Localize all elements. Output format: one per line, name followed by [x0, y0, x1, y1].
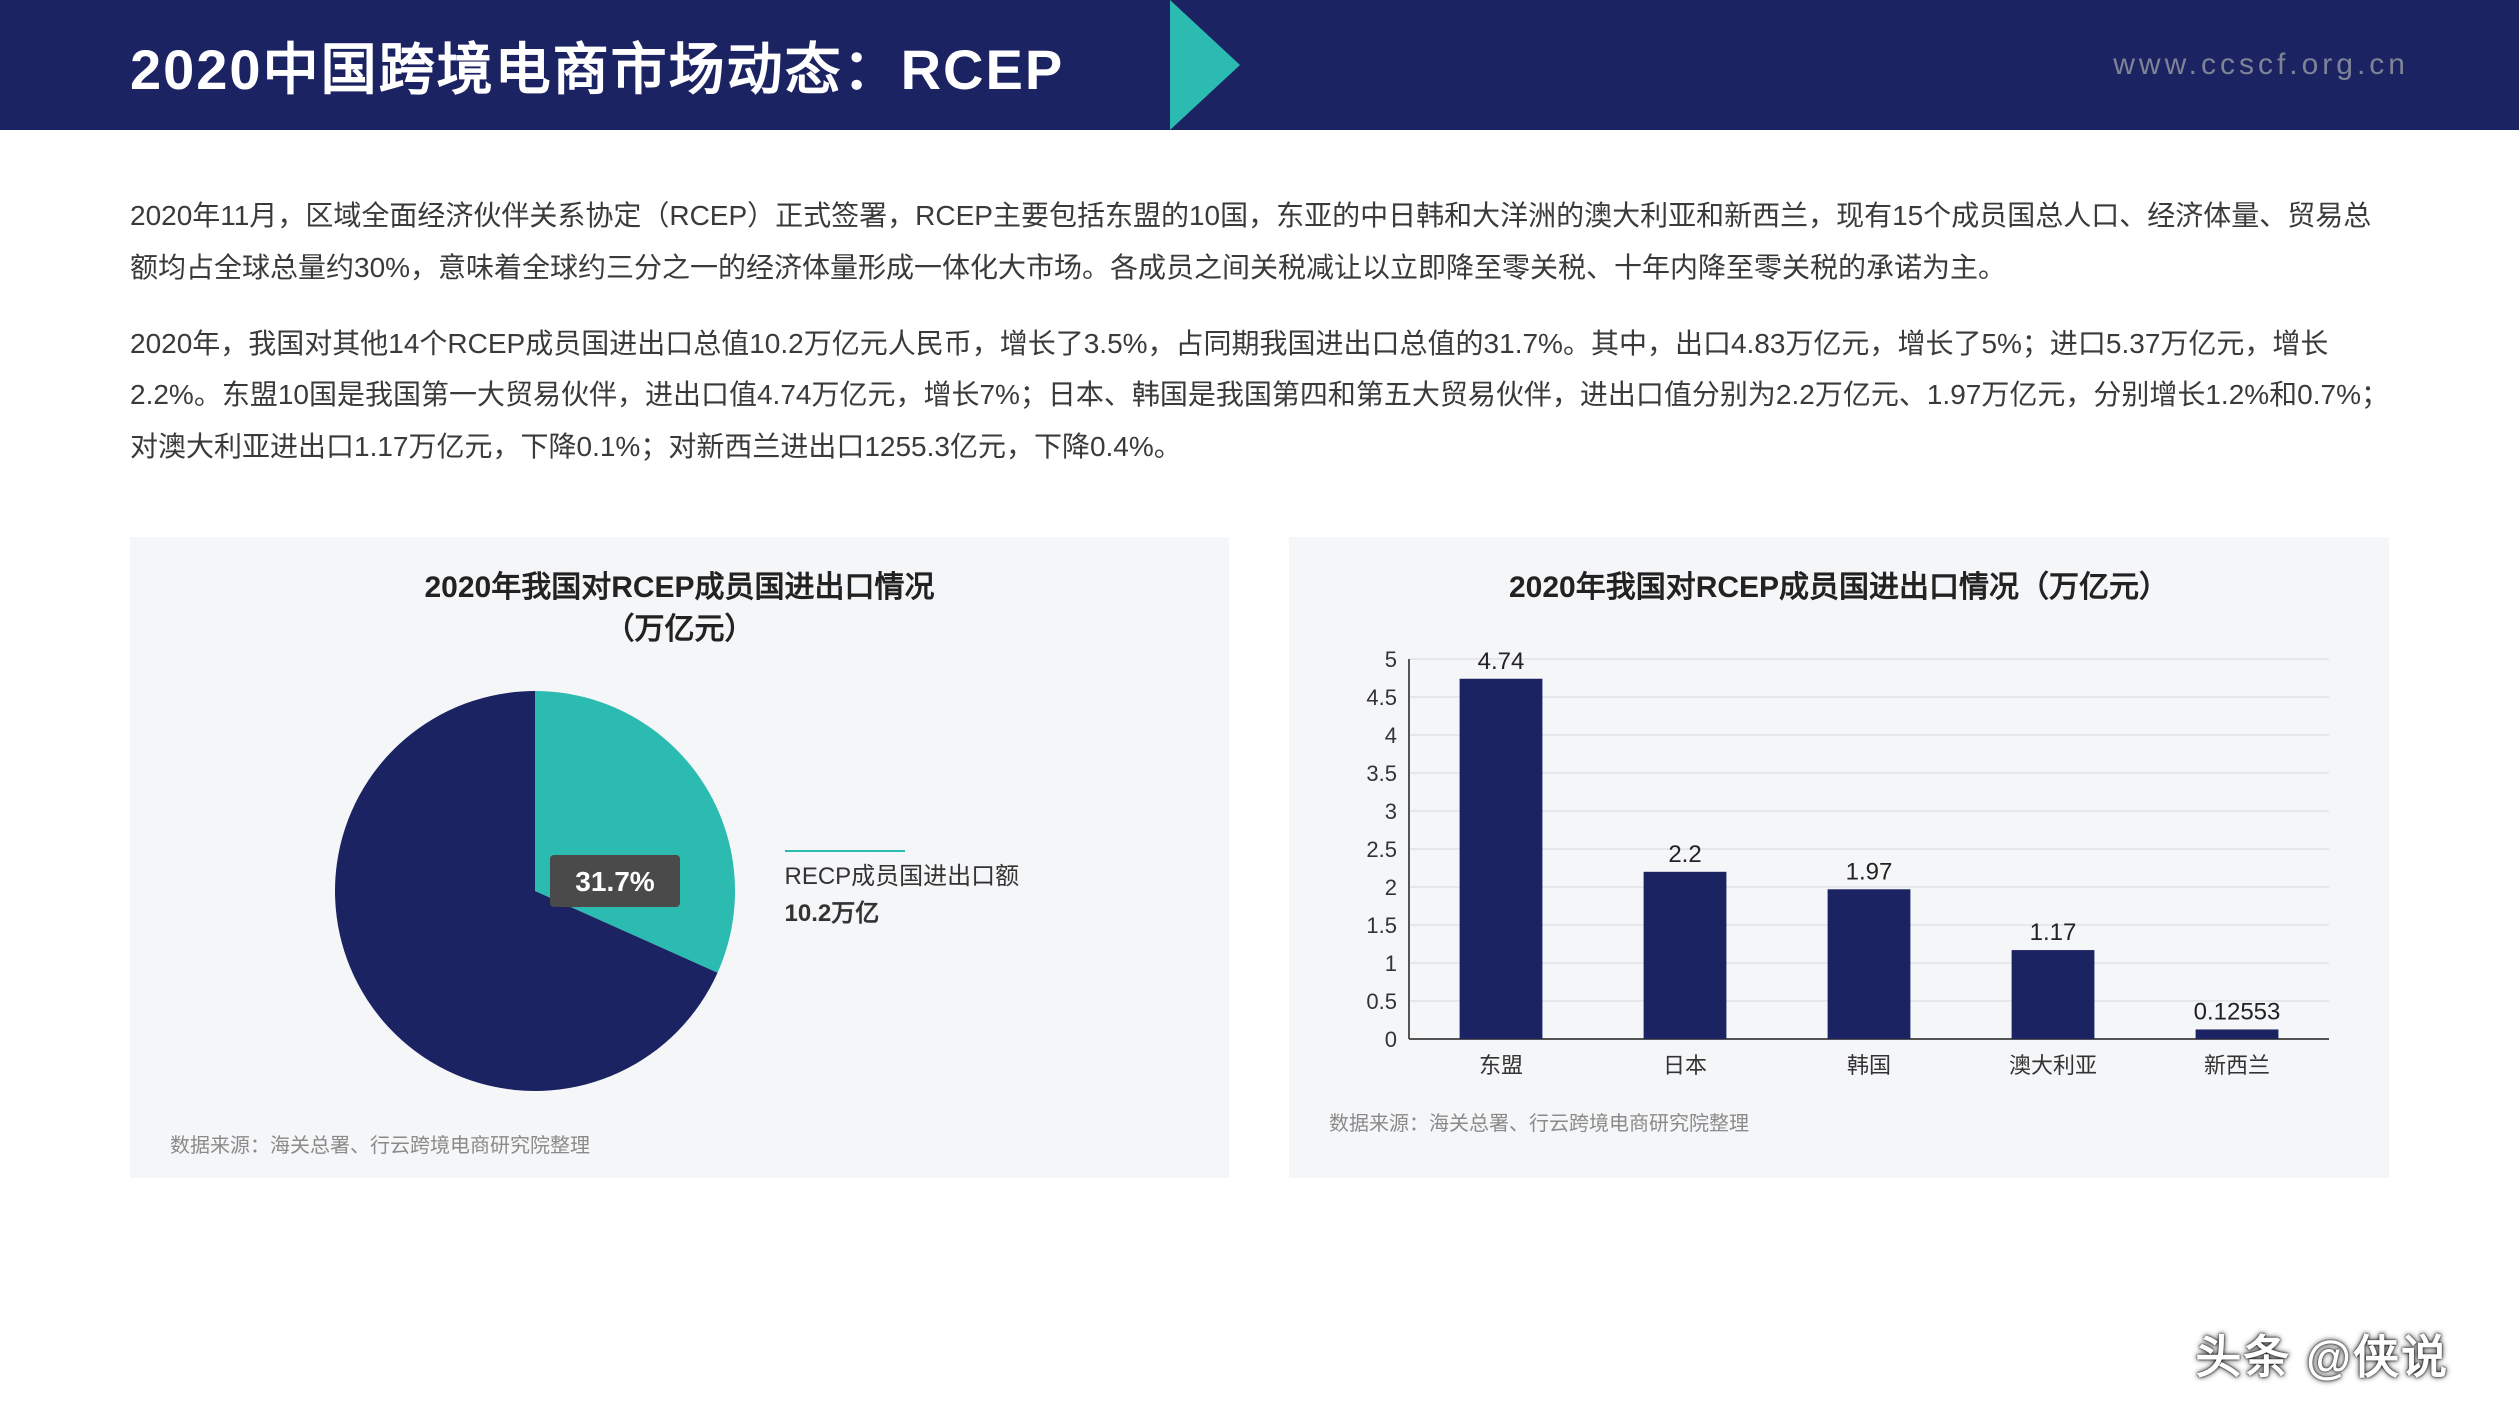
page-title: 2020中国跨境电商市场动态：RCEP: [0, 25, 1064, 106]
pie-percent-label: 31.7%: [575, 866, 654, 897]
x-tick-label: 东盟: [1479, 1053, 1523, 1078]
y-tick-label: 2: [1385, 875, 1397, 900]
y-tick-label: 1.5: [1366, 913, 1397, 938]
y-tick-label: 4.5: [1366, 685, 1397, 710]
bar: [1828, 889, 1911, 1039]
x-tick-label: 新西兰: [2204, 1053, 2270, 1078]
x-tick-label: 澳大利亚: [2009, 1053, 2097, 1078]
pie-source: 数据来源：海关总署、行云跨境电商研究院整理: [170, 1129, 1189, 1158]
pie-chart-title: 2020年我国对RCEP成员国进出口情况（万亿元）: [170, 567, 1189, 651]
paragraph-2: 2020年，我国对其他14个RCEP成员国进出口总值10.2万亿元人民币，增长了…: [130, 318, 2389, 473]
y-tick-label: 2.5: [1366, 837, 1397, 862]
pie-legend-pointer-icon: [785, 850, 905, 852]
bar: [2012, 950, 2095, 1039]
pie-legend-text: RECP成员国进出口额: [785, 863, 1020, 890]
bar: [1644, 872, 1727, 1039]
header-url: www.ccscf.org.cn: [2113, 48, 2409, 82]
x-tick-label: 韩国: [1847, 1053, 1891, 1078]
bar-chart-card: 2020年我国对RCEP成员国进出口情况（万亿元） 0 0.5 1 1.5 2 2.5 3 3…: [1289, 537, 2389, 1178]
pie-legend: RECP成员国进出口额 10.2万亿: [785, 850, 1045, 932]
bar-chart-svg: 0 0.5 1 1.5 2 2.5 3 3.5 4 4.5 5 4.74 东盟 2.2 日本 1.97 韩国 1.…: [1329, 629, 2349, 1089]
pie-legend-value: 10.2万亿: [785, 900, 880, 927]
bar: [2196, 1029, 2279, 1039]
y-tick-label: 5: [1385, 647, 1397, 672]
title-bar: 2020中国跨境电商市场动态：RCEP www.ccscf.org.cn: [0, 0, 2519, 130]
bar: [1460, 679, 1543, 1039]
bar-chart-title: 2020年我国对RCEP成员国进出口情况（万亿元）: [1329, 567, 2349, 609]
pie-chart-svg: 31.7%: [315, 671, 755, 1111]
title-arrow-icon: [1170, 0, 1240, 130]
bar-value-label: 0.12553: [2194, 998, 2281, 1025]
y-tick-label: 1: [1385, 951, 1397, 976]
y-tick-label: 0.5: [1366, 989, 1397, 1014]
x-tick-label: 日本: [1663, 1053, 1707, 1078]
bar-source: 数据来源：海关总署、行云跨境电商研究院整理: [1329, 1107, 2349, 1136]
y-tick-label: 0: [1385, 1027, 1397, 1052]
footer-watermark: 头条 @侠说: [2195, 1321, 2449, 1387]
pie-chart-body: 31.7% RECP成员国进出口额 10.2万亿: [170, 671, 1189, 1111]
y-tick-label: 3.5: [1366, 761, 1397, 786]
y-tick-label: 3: [1385, 799, 1397, 824]
body-text: 2020年11月，区域全面经济伙伴关系协定（RCEP）正式签署，RCEP主要包括…: [0, 130, 2519, 527]
bar-value-label: 1.97: [1846, 858, 1893, 885]
bar-value-label: 2.2: [1668, 841, 1701, 868]
paragraph-1: 2020年11月，区域全面经济伙伴关系协定（RCEP）正式签署，RCEP主要包括…: [130, 190, 2389, 294]
y-tick-label: 4: [1385, 723, 1397, 748]
pie-chart-card: 2020年我国对RCEP成员国进出口情况（万亿元） 31.7% RECP成员国进…: [130, 537, 1229, 1178]
bar-value-label: 1.17: [2030, 919, 2077, 946]
bar-value-label: 4.74: [1478, 648, 1525, 675]
charts-row: 2020年我国对RCEP成员国进出口情况（万亿元） 31.7% RECP成员国进…: [0, 527, 2519, 1178]
